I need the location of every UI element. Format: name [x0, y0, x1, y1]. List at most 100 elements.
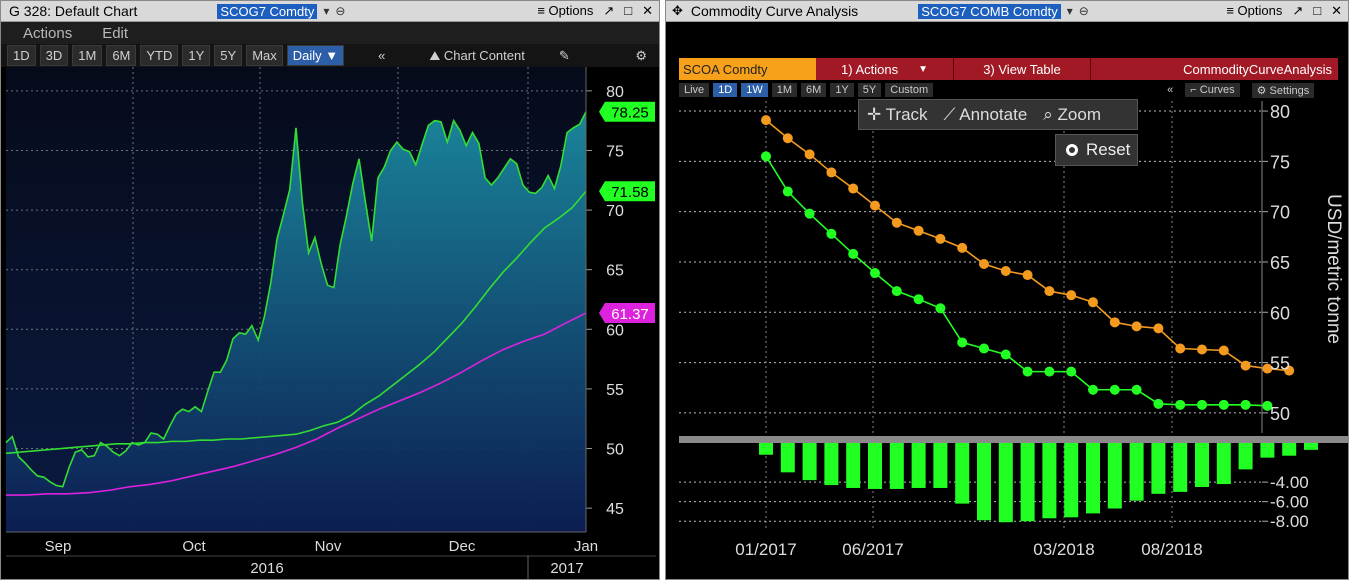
curves-button[interactable]: ⌐ Curves [1185, 83, 1240, 97]
spread-bar [1064, 443, 1079, 518]
annotate-button[interactable]: ⟋ Annotate [944, 105, 1028, 125]
period-3d[interactable]: 3D [39, 45, 69, 66]
zoom-button[interactable]: ⌕ Zoom [1043, 105, 1101, 125]
curve-point [1175, 399, 1186, 410]
curve-point [1044, 286, 1055, 297]
y-tick-label: 75 [606, 143, 624, 160]
curve-point [1000, 266, 1011, 277]
period-ytd[interactable]: YTD [140, 45, 179, 66]
left-ticker-field[interactable]: SCOG7 Comdty [217, 3, 318, 19]
right-ticker-field[interactable]: SCOG7 COMB Comdty [918, 3, 1061, 19]
last-value-tag [599, 181, 655, 202]
curve-point [1088, 384, 1098, 395]
settings-button[interactable]: ⚙ Settings [1251, 82, 1315, 98]
x-tick-label: 03/2018 [1033, 540, 1094, 559]
gear-icon[interactable]: ⚙ [635, 47, 647, 63]
y-tick-label: 65 [606, 263, 624, 280]
frequency-select[interactable]: Daily ▼ [286, 45, 345, 66]
curve-point [761, 151, 771, 162]
link-icon[interactable]: ⊖ [335, 4, 346, 18]
curves-label: Curves [1199, 84, 1235, 96]
curve-point [913, 294, 924, 305]
last-value-label: 78.25 [611, 105, 649, 122]
spread-bar [1129, 443, 1144, 501]
reset-label: Reset [1086, 140, 1131, 159]
curves-icon: ⌐ [1190, 84, 1200, 96]
maximize-icon[interactable]: □ [1313, 3, 1322, 18]
menu-actions[interactable]: Actions [23, 24, 73, 42]
range-1d[interactable]: 1D [713, 83, 738, 97]
range-custom[interactable]: Custom [885, 83, 934, 97]
x-tick-label: 08/2018 [1141, 540, 1202, 559]
period-5y[interactable]: 5Y [214, 45, 243, 66]
period-6m[interactable]: 6M [106, 45, 137, 66]
x-year-label: 2016 [250, 560, 283, 577]
magnifier-icon: ⌕ [1043, 104, 1058, 124]
chart-content-icon: ⛰ [429, 47, 444, 63]
popout-icon[interactable]: ↗ [1292, 3, 1304, 18]
options-menu[interactable]: ≡ Options [537, 3, 593, 19]
reset-button[interactable]: Reset [1055, 134, 1138, 166]
curve-point [979, 258, 989, 269]
view-table-button[interactable]: 3) View Table [953, 58, 1090, 80]
last-value-tag [599, 302, 655, 323]
options-label: Options [1237, 3, 1283, 18]
period-1d[interactable]: 1D [7, 45, 36, 66]
curve-point [1262, 400, 1273, 411]
move-icon[interactable]: ✥ [672, 3, 683, 18]
actions-button[interactable]: 1) Actions ▼ [816, 58, 953, 80]
curve-point [782, 133, 793, 144]
spread-bar [1042, 443, 1057, 519]
crosshair-icon: ✛ [867, 104, 886, 124]
range-1y[interactable]: 1Y [830, 83, 854, 97]
edit-chart-icon[interactable]: ✎ [558, 47, 570, 63]
curve-point [935, 233, 946, 244]
spread-bar [846, 443, 861, 488]
period-1y[interactable]: 1Y [182, 45, 211, 66]
y-tick-label: 55 [1270, 354, 1290, 374]
range-live[interactable]: Live [679, 83, 710, 97]
period-max[interactable]: Max [246, 45, 283, 66]
curve-point [870, 200, 880, 211]
spread-bar [1260, 443, 1275, 458]
menu-edit[interactable]: Edit [102, 24, 129, 42]
dropdown-icon[interactable]: ▾ [323, 4, 330, 18]
curve-header-row: SCOA Comdty 1) Actions ▼ 3) View Table Co… [679, 58, 1338, 80]
period-1m[interactable]: 1M [72, 45, 103, 66]
y-tick-label: 75 [1270, 152, 1290, 172]
curve-point [1197, 344, 1207, 355]
spread-bar [1216, 443, 1231, 485]
curve-point [1131, 384, 1142, 395]
left-window-title: G 328: Default Chart [9, 3, 138, 19]
chart-content-button[interactable]: ⛰ Chart Content [429, 48, 524, 64]
curve-point [1240, 360, 1251, 371]
curve-point [1262, 363, 1273, 374]
right-title-bar: ✥ Commodity Curve Analysis SCOG7 COMB Co… [666, 1, 1348, 22]
collapse-icon[interactable]: « [1167, 84, 1174, 96]
options-menu[interactable]: ≡ Options [1226, 3, 1282, 19]
x-month-label: Oct [182, 538, 206, 555]
popout-icon[interactable]: ↗ [603, 3, 615, 18]
collapse-icon[interactable]: « [378, 48, 386, 63]
maximize-icon[interactable]: □ [624, 3, 633, 18]
y-tick-label: 50 [606, 442, 624, 459]
left-title-bar: G 328: Default Chart SCOG7 Comdty ▾ ⊖ ≡ … [1, 1, 659, 22]
dropdown-icon[interactable]: ▾ [1066, 4, 1073, 18]
curve-point [1109, 317, 1120, 328]
curve-point [1218, 345, 1229, 356]
security-field[interactable]: SCOA Comdty [679, 58, 816, 80]
spread-bar [1173, 443, 1188, 492]
range-1w[interactable]: 1W [741, 83, 768, 97]
moving-average-line-1 [5, 190, 587, 455]
track-button[interactable]: ✛ Track [867, 105, 928, 125]
close-icon[interactable]: ✕ [1331, 3, 1342, 18]
range-5y[interactable]: 5Y [857, 83, 882, 97]
link-icon[interactable]: ⊖ [1078, 4, 1089, 18]
spread-tick-label: -6.00 [1270, 493, 1309, 512]
curve-chart: 50 55 60 65 70 75 80 USD/metric tonne -4.00-6.… [679, 101, 1348, 559]
range-6m[interactable]: 6M [801, 83, 827, 97]
close-icon[interactable]: ✕ [642, 3, 653, 18]
y-axis-label: USD/metric tonne [1323, 194, 1344, 344]
range-1m[interactable]: 1M [771, 83, 798, 97]
actions-label: 1) Actions [841, 61, 899, 77]
